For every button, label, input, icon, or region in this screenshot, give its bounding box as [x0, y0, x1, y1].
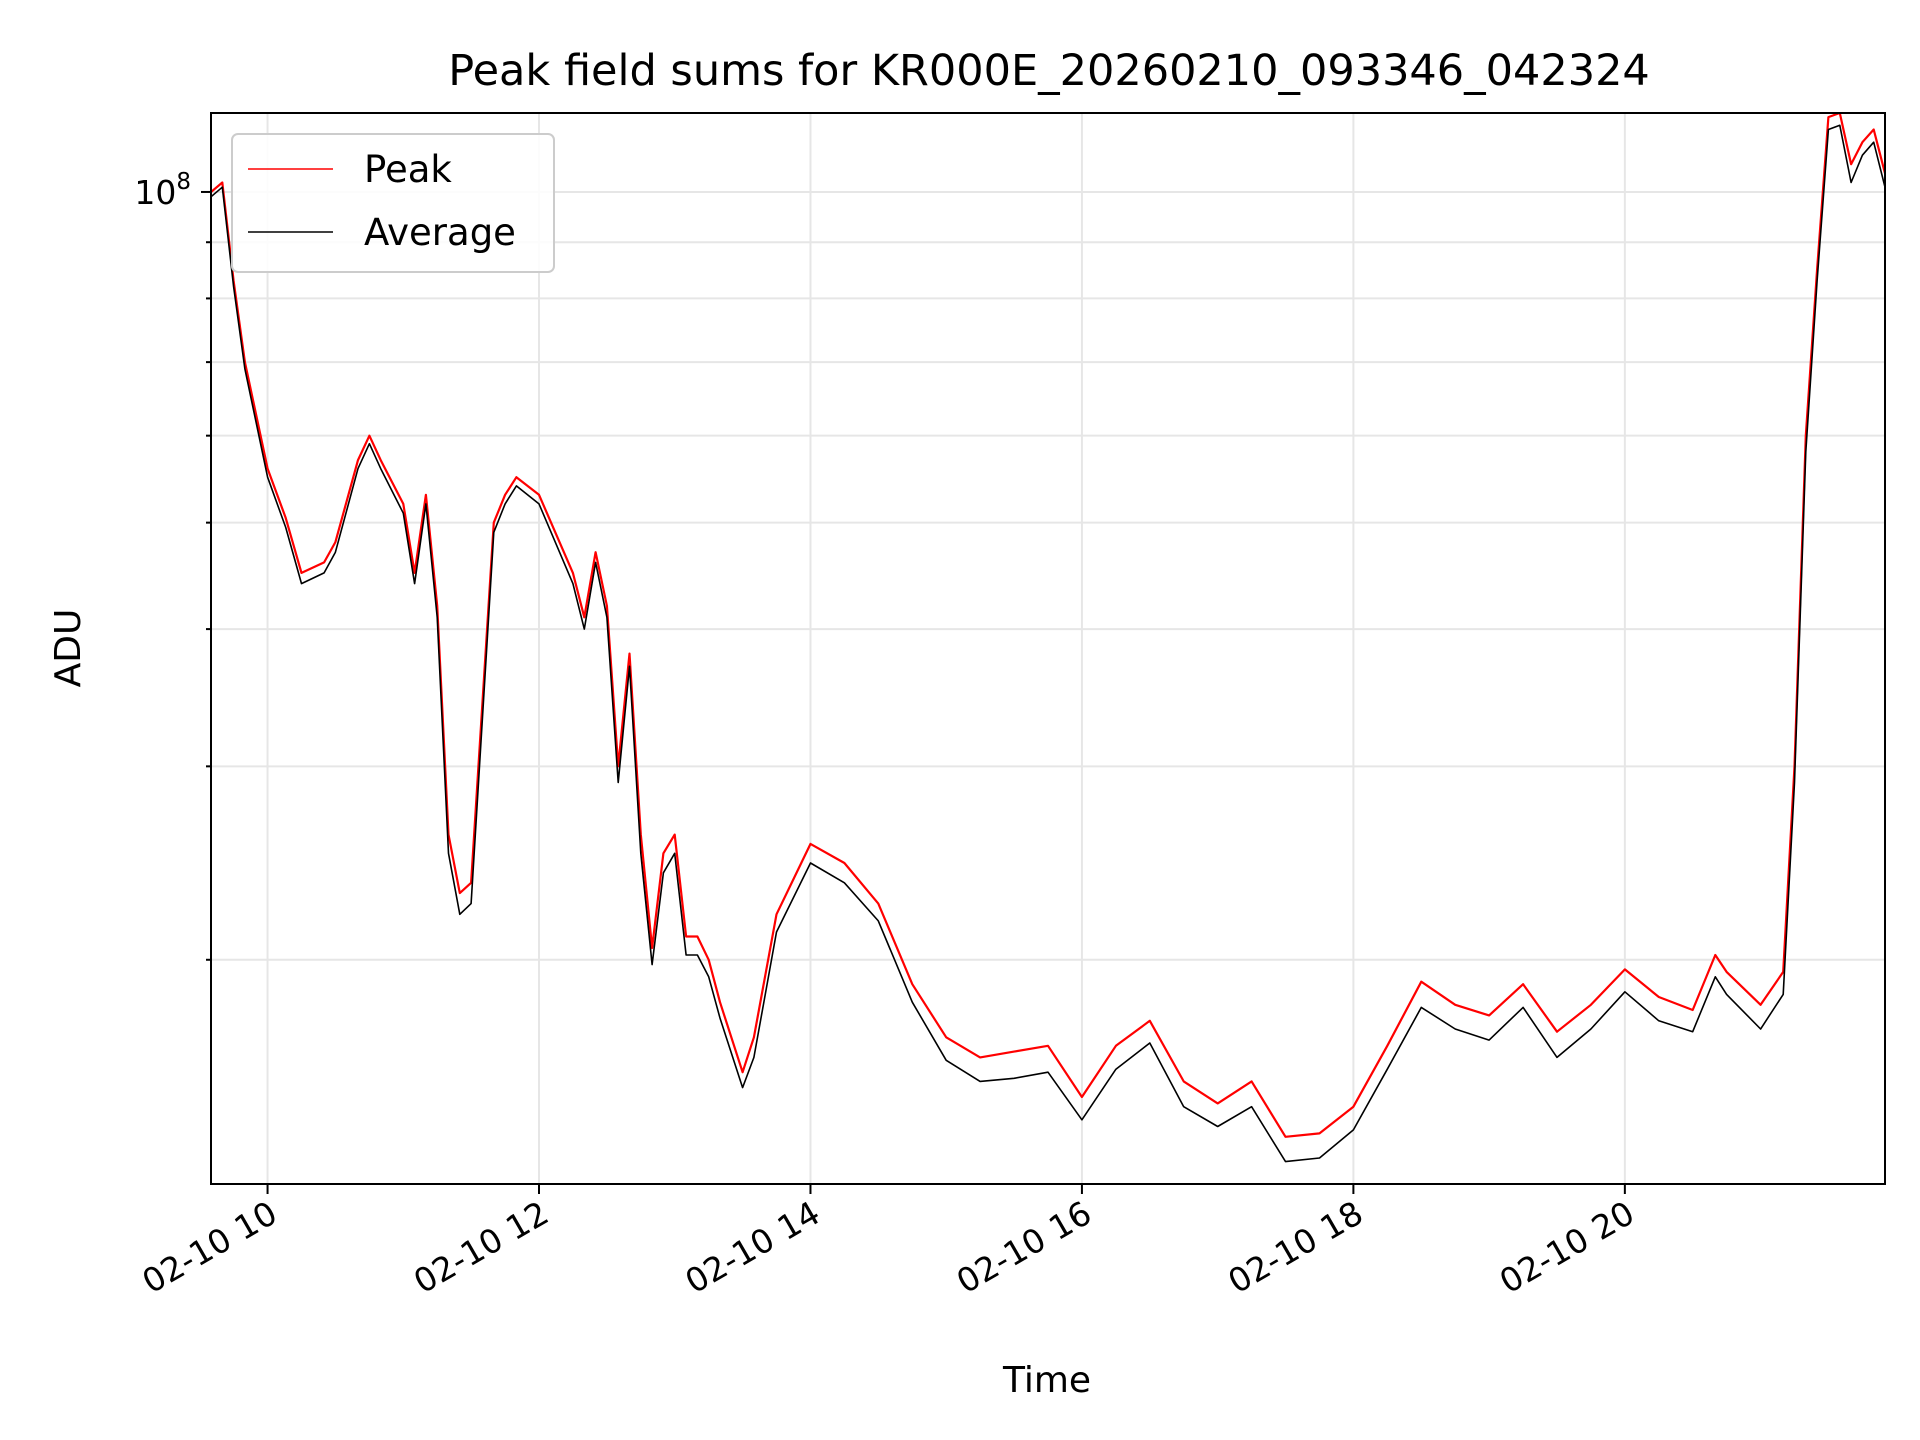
- plot-frame: [210, 112, 1886, 1185]
- plot-background: [211, 113, 1885, 1184]
- series-line-average: [211, 124, 1885, 1163]
- series-line-peak: [211, 113, 1885, 1138]
- series-lines: [211, 113, 1885, 1163]
- x-axis-label: Time: [1002, 1360, 1091, 1401]
- y-tick-label: 108: [134, 169, 191, 212]
- y-axis-label: ADU: [48, 609, 89, 688]
- plot-area: [210, 112, 1886, 1185]
- chart-title: Peak field sums for KR000E_20260210_0933…: [448, 46, 1650, 96]
- y-axis: 108: [134, 169, 211, 961]
- legend-average-label: Average: [364, 211, 516, 254]
- legend: Peak Average: [231, 133, 555, 273]
- legend-peak-label: Peak: [364, 148, 452, 191]
